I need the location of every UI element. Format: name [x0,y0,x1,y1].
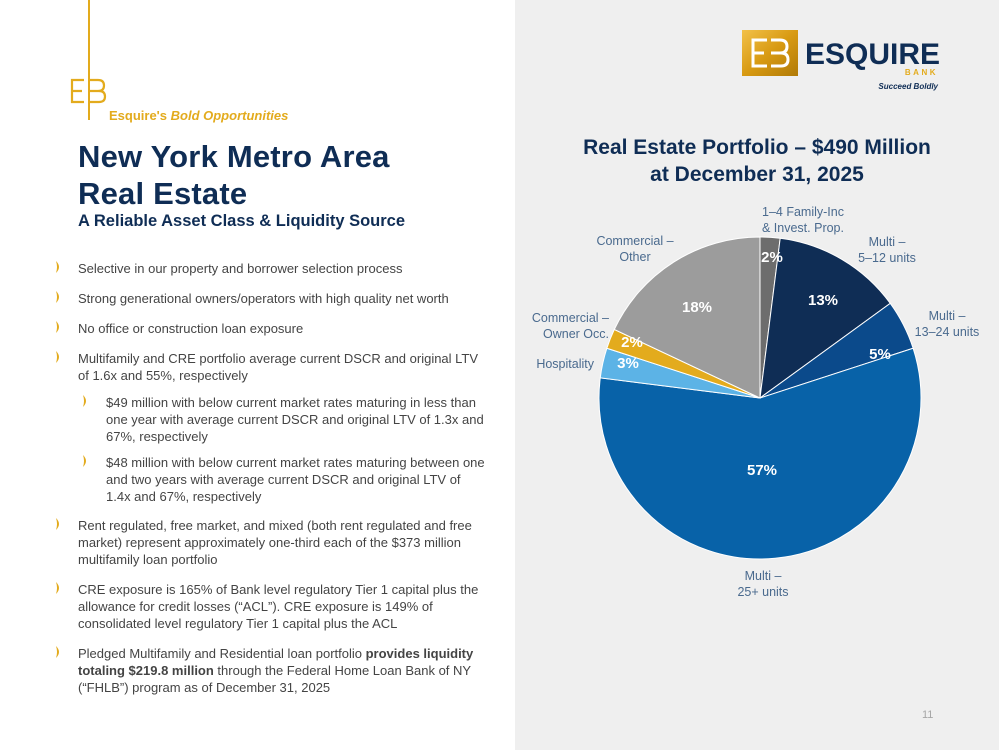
page-number: 11 [922,709,934,721]
sub-bullet-list: $49 million with below current market ra… [78,394,486,505]
bullet-arrow-icon [56,582,59,594]
title-line-2: Real Estate [78,176,248,211]
pie-value-label: 13% [808,292,838,309]
page-subtitle: A Reliable Asset Class & Liquidity Sourc… [78,212,406,230]
gold-accent-line [88,0,90,120]
bullet-arrow-icon [56,261,59,273]
title-line-1: New York Metro Area [78,139,390,174]
bullet-item: Pledged Multifamily and Residential loan… [56,645,486,696]
eb-monogram-icon [70,78,107,104]
pie-value-label: 18% [682,299,712,316]
pie-value-label: 3% [617,355,639,372]
pie-category-label: Commercial – Owner Occ. [532,311,609,341]
pie-slice-multi-25-units [598,347,922,560]
chart-title-line-1: Real Estate Portfolio – $490 Million [583,136,931,159]
bullet-text-before: Pledged Multifamily and Residential loan… [78,646,366,661]
sub-bullet-item: $48 million with below current market ra… [78,454,486,505]
bullet-text-bold: provides liquidity totaling $219.8 milli… [78,646,474,678]
page-title: New York Metro Area Real Estate [78,138,390,212]
bullet-item: Selective in our property and borrower s… [56,260,486,277]
tagline-emphasis: Bold Opportunities [170,108,289,123]
bullet-item: Strong generational owners/operators wit… [56,290,486,307]
pie-category-label: Multi –25+ units [737,569,788,599]
pie-category-label: 1–4 Family-Inc & Invest. Prop. [762,205,844,235]
logo-wordmark: ESQUIRE [805,38,940,71]
pie-value-label: 2% [761,249,783,266]
bullet-arrow-icon [56,518,59,530]
chart-title: Real Estate Portfolio – $490 Million at … [515,134,999,188]
bullet-arrow-icon [56,321,59,333]
bullet-arrow-icon [56,646,59,658]
sub-bullet-text: $48 million with below current market ra… [106,455,485,504]
bullet-text: Selective in our property and borrower s… [78,261,403,276]
bullet-text: Rent regulated, free market, and mixed (… [78,518,472,567]
bullet-text: No office or construction loan exposure [78,321,304,336]
pie-value-label: 2% [621,334,643,351]
bullet-item: CRE exposure is 165% of Bank level regul… [56,581,486,632]
pie-category-label: Multi –5–12 units [858,235,916,265]
bullet-text: Multifamily and CRE portfolio average cu… [78,351,479,383]
esquire-bank-logo: ESQUIRE BANK Succeed Boldly [742,30,940,91]
pie-value-label: 57% [747,462,777,479]
bullet-arrow-icon [56,291,59,303]
pie-category-label: Commercial – Other [596,234,673,264]
logo-subword: BANK [905,68,938,77]
pie-category-label: Hospitality [536,357,594,371]
tagline-prefix: Esquire's [109,108,168,123]
bullet-arrow-icon [83,455,86,467]
bullet-arrow-icon [83,395,86,407]
sub-bullet-item: $49 million with below current market ra… [78,394,486,445]
tagline: Esquire's Bold Opportunities [109,108,288,123]
bullet-list: Selective in our property and borrower s… [56,260,486,709]
pie-category-label: Multi –13–24 units [915,309,980,339]
pie-slice-commercial-other [613,236,761,399]
bullet-text-after: through the Federal Home Loan Bank of NY… [78,663,471,695]
bullet-item: Multifamily and CRE portfolio average cu… [56,350,486,384]
bullet-item: No office or construction loan exposure [56,320,486,337]
pie-value-label: 5% [869,346,891,363]
bullet-item: Rent regulated, free market, and mixed (… [56,517,486,568]
sub-bullet-text: $49 million with below current market ra… [106,395,484,444]
bullet-text: Strong generational owners/operators wit… [78,291,449,306]
bullet-text: CRE exposure is 165% of Bank level regul… [78,582,479,631]
logo-slogan: Succeed Boldly [878,82,938,91]
bullet-arrow-icon [56,351,59,363]
pie-slice-multi-5-12-units [759,237,891,400]
chart-title-line-2: at December 31, 2025 [650,163,864,186]
